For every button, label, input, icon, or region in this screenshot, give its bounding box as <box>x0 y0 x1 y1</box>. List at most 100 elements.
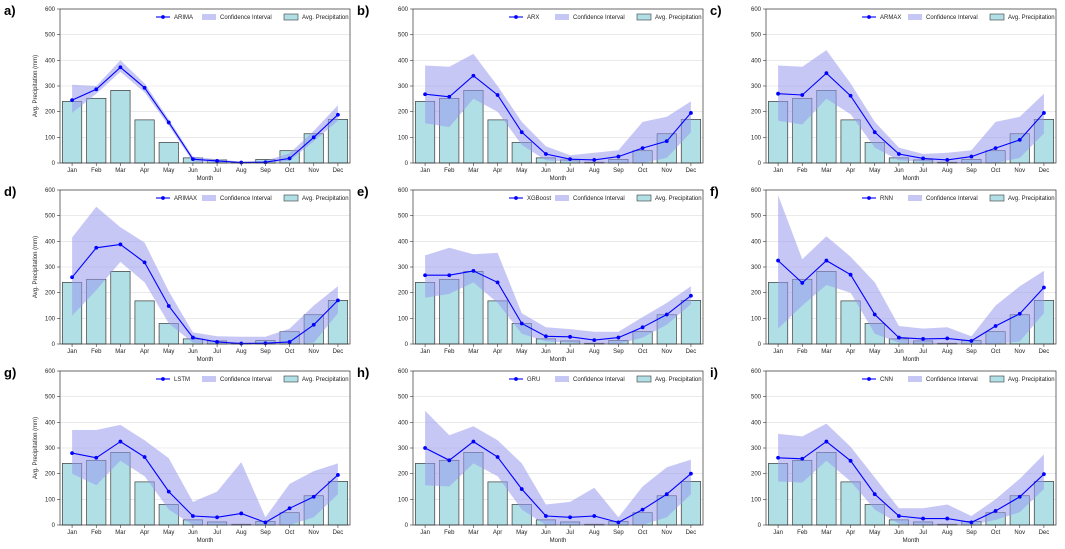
x-tick-label: Dec <box>1039 349 1050 355</box>
legend-ci-swatch <box>555 14 569 20</box>
prediction-line <box>425 74 692 161</box>
panel-arima: a) 0 100 200 300 400 500 600 Jan Feb Mar Apr May Jun J… <box>4 3 351 182</box>
y-tick-label: 600 <box>751 188 762 194</box>
legend-bar-label: Avg. Precipitation <box>1008 15 1055 21</box>
x-tick-label: Feb <box>91 168 102 174</box>
panel-arimax: d) 0 100 200 300 400 500 600 Jan Feb Mar Apr May Jun J… <box>4 184 351 363</box>
precip-bar <box>134 119 155 164</box>
prediction-point <box>423 92 427 97</box>
plot-frame <box>59 189 351 345</box>
prediction-point <box>311 135 316 140</box>
x-tick-label: Feb <box>91 530 102 536</box>
legend-bar-label: Avg. Precipitation <box>302 15 349 21</box>
legend-ci-label: Confidence Interval <box>573 15 625 21</box>
legend-ci-label: Confidence Interval <box>573 377 625 383</box>
x-tick-label: Apr <box>846 168 855 174</box>
precip-bar <box>487 481 508 526</box>
y-tick-label: 500 <box>45 395 56 401</box>
legend-model-label: GRU <box>527 377 540 383</box>
prediction-point <box>1017 138 1022 142</box>
legend-model-label: ARIMA <box>174 15 193 21</box>
x-axis-label: Month <box>903 538 920 544</box>
x-axis-label: Month <box>903 357 920 363</box>
prediction-line <box>778 72 1045 161</box>
prediction-point <box>640 325 645 330</box>
legend-marker-swatch <box>514 196 518 200</box>
x-tick-label: Jan <box>67 349 77 355</box>
x-tick-label: Mar <box>115 349 125 355</box>
y-tick-label: 500 <box>45 33 56 39</box>
prediction-point <box>848 458 853 463</box>
y-tick-label: 200 <box>45 291 56 297</box>
x-tick-label: Jan <box>773 349 783 355</box>
x-tick-label: Feb <box>444 168 455 174</box>
legend-bar-swatch <box>283 375 299 383</box>
x-tick-label: Dec <box>686 349 697 355</box>
prediction-point <box>118 65 123 70</box>
prediction-point <box>166 120 171 125</box>
confidence-band <box>72 206 338 344</box>
prediction-point <box>872 492 877 497</box>
x-tick-label: Dec <box>1039 168 1050 174</box>
prediction-point <box>664 492 669 497</box>
x-axis-label: Month <box>197 538 214 544</box>
plot-frame <box>59 8 351 164</box>
x-tick-label: Mar <box>821 168 831 174</box>
y-tick-label: 400 <box>398 58 409 64</box>
prediction-point <box>945 516 950 521</box>
x-tick-label: Sep <box>260 349 271 355</box>
y-tick-label: 500 <box>398 33 409 39</box>
prediction-point <box>336 473 340 477</box>
prediction-point <box>993 324 998 328</box>
prediction-point <box>215 340 219 344</box>
legend-ci-swatch <box>908 376 922 382</box>
prediction-point <box>921 336 925 341</box>
prediction-point <box>776 91 780 96</box>
prediction-point <box>142 260 147 265</box>
x-tick-label: Jul <box>919 530 927 536</box>
y-tick-label: 200 <box>398 110 409 116</box>
x-tick-label: May <box>869 530 880 536</box>
prediction-point <box>640 507 645 512</box>
prediction-point <box>776 258 780 263</box>
x-tick-label: Nov <box>1014 530 1025 536</box>
y-tick-label: 0 <box>758 161 762 167</box>
prediction-point <box>872 312 877 317</box>
prediction-point <box>872 130 877 135</box>
x-tick-label: Nov <box>308 530 319 536</box>
prediction-line <box>777 259 1045 342</box>
x-tick-label: Oct <box>638 530 648 536</box>
legend-bar-swatch <box>636 194 652 202</box>
legend-bar-label: Avg. Precipitation <box>655 196 702 202</box>
prediction-point <box>311 322 316 327</box>
y-tick-label: 100 <box>398 135 409 141</box>
x-tick-label: May <box>163 530 174 536</box>
confidence-band <box>778 423 1044 525</box>
x-tick-label: Mar <box>821 349 831 355</box>
prediction-point <box>993 508 998 513</box>
prediction-point <box>800 456 805 461</box>
legend-bar-label: Avg. Precipitation <box>302 196 349 202</box>
legend-marker-swatch <box>867 377 871 381</box>
y-tick-label: 100 <box>45 135 56 141</box>
legend-ci-label: Confidence Interval <box>926 196 978 202</box>
x-axis-label: Month <box>550 357 567 363</box>
y-tick-label: 200 <box>751 472 762 478</box>
prediction-line <box>71 440 339 524</box>
y-tick-label: 200 <box>751 110 762 116</box>
x-tick-label: Mar <box>115 168 125 174</box>
x-axis-label: Month <box>197 176 214 182</box>
x-tick-label: Sep <box>966 168 977 174</box>
prediction-point <box>447 458 452 463</box>
x-tick-label: Apr <box>493 349 502 355</box>
y-tick-label: 500 <box>751 33 762 39</box>
y-tick-label: 0 <box>405 342 409 348</box>
precip-bar <box>134 300 155 345</box>
y-tick-label: 0 <box>52 523 56 529</box>
x-tick-label: Nov <box>661 168 672 174</box>
prediction-point <box>993 146 998 151</box>
y-tick-label: 300 <box>45 84 56 90</box>
x-tick-label: Apr <box>493 530 502 536</box>
legend-model-label: LSTM <box>174 377 190 383</box>
x-tick-label: Jan <box>420 349 430 355</box>
